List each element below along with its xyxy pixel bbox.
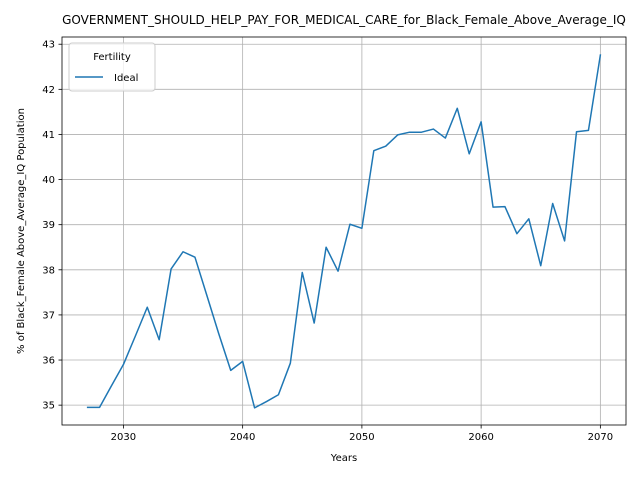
- legend-box: [68, 42, 156, 92]
- data-point: [587, 129, 590, 132]
- data-point: [384, 145, 387, 148]
- data-point: [241, 360, 244, 363]
- data-point: [181, 250, 184, 253]
- data-point: [396, 133, 399, 136]
- data-point: [86, 406, 89, 409]
- data-point: [217, 332, 220, 335]
- x-tick-label: 2070: [588, 432, 613, 443]
- data-point: [289, 362, 292, 365]
- data-point: [444, 136, 447, 139]
- y-axis-ticks: 35 36 37 38 39 40 41 42 43: [42, 40, 62, 412]
- data-point: [551, 202, 554, 205]
- y-tick-label: 38: [42, 265, 55, 276]
- legend-series-label: Ideal: [114, 73, 138, 84]
- data-point: [480, 120, 483, 123]
- data-point: [360, 227, 363, 230]
- y-axis-label: % of Black_Female Above_Average_IQ Popul…: [16, 108, 27, 354]
- data-point: [491, 205, 494, 208]
- x-tick-label: 2040: [230, 432, 255, 443]
- data-point: [539, 264, 542, 267]
- legend-title: Fertility: [93, 52, 131, 63]
- data-point: [170, 267, 173, 270]
- x-axis-ticks: 2030 2040 2050 2060 2070: [111, 425, 613, 443]
- y-tick-label: 41: [42, 130, 55, 141]
- plot-frame: [61, 36, 627, 426]
- data-point: [193, 256, 196, 259]
- y-tick-label: 40: [42, 175, 55, 186]
- data-point: [325, 246, 328, 249]
- y-tick-label: 39: [42, 220, 55, 231]
- data-point: [110, 384, 113, 387]
- data-point: [265, 400, 268, 403]
- data-point: [146, 306, 149, 309]
- data-point: [599, 53, 602, 56]
- y-tick-label: 42: [42, 85, 55, 96]
- data-point: [301, 271, 304, 274]
- data-point: [313, 321, 316, 324]
- data-point: [348, 223, 351, 226]
- data-point: [420, 131, 423, 134]
- series-line-0: [86, 54, 602, 409]
- x-tick-label: 2050: [349, 432, 374, 443]
- data-point: [205, 294, 208, 297]
- data-point: [158, 338, 161, 341]
- y-tick-label: 37: [42, 310, 55, 321]
- data-point: [563, 239, 566, 242]
- x-axis-label: Years: [330, 453, 357, 464]
- data-point: [527, 217, 530, 220]
- data-point: [253, 406, 256, 409]
- y-tick-label: 43: [42, 40, 55, 51]
- y-tick-label: 36: [42, 356, 55, 367]
- data-point: [336, 270, 339, 273]
- data-point: [515, 232, 518, 235]
- series-layer: [86, 53, 602, 409]
- y-tick-label: 35: [42, 401, 55, 412]
- data-point: [229, 369, 232, 372]
- legend: Fertility Ideal: [68, 42, 156, 92]
- data-point: [575, 130, 578, 133]
- grid-lines: [62, 37, 626, 425]
- data-point: [503, 205, 506, 208]
- x-tick-label: 2060: [468, 432, 493, 443]
- data-point: [277, 393, 280, 396]
- data-point: [134, 335, 137, 338]
- data-point: [372, 149, 375, 152]
- data-point: [408, 131, 411, 134]
- x-tick-label: 2030: [111, 432, 136, 443]
- data-point: [432, 127, 435, 130]
- data-point: [468, 152, 471, 155]
- data-point: [456, 107, 459, 110]
- data-point: [98, 406, 101, 409]
- data-point: [122, 363, 125, 366]
- chart-title: GOVERNMENT_SHOULD_HELP_PAY_FOR_MEDICAL_C…: [62, 13, 626, 27]
